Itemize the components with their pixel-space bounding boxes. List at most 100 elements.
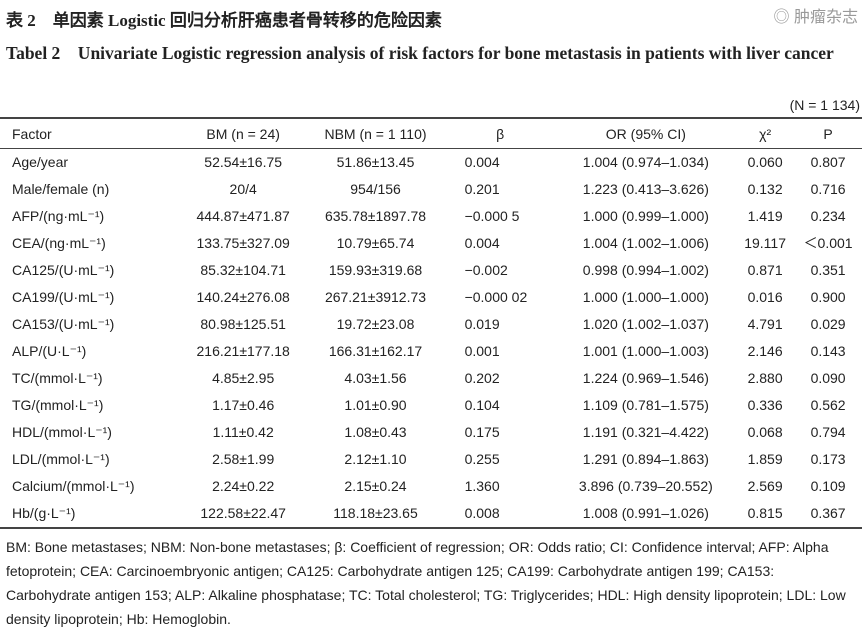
table-cell: 159.93±319.68 <box>328 262 423 278</box>
table-cell: Hb/(g·L⁻¹) <box>12 505 76 521</box>
table-cell: 0.060 <box>747 154 783 170</box>
column-header: P <box>823 125 833 142</box>
table-cell: 0.019 <box>464 316 500 332</box>
table-cell: 166.31±162.17 <box>328 343 423 359</box>
table-cell: 80.98±125.51 <box>200 316 286 332</box>
table-cell: 0.016 <box>747 289 783 305</box>
table-cell: 1.004 (1.002–1.006) <box>582 235 709 251</box>
table-cell: 20/4 <box>229 181 257 197</box>
table-cell: 133.75±327.09 <box>196 235 290 251</box>
column-header: β <box>496 125 505 142</box>
table-cell: 85.32±104.71 <box>200 262 286 278</box>
watermark-text: 肿瘤杂志 <box>793 9 858 26</box>
table-cell: 118.18±23.65 <box>333 505 418 521</box>
table-cell: 0.998 (0.994–1.002) <box>582 262 709 278</box>
results-table: Factor BM (n = 24) NBM (n = 1 110) β OR (95%… <box>0 117 862 529</box>
table-cell: 140.24±276.08 <box>196 289 290 305</box>
table-cell: 635.78±1897.78 <box>324 208 427 224</box>
table-cell: 1.291 (0.894–1.863) <box>582 451 709 467</box>
table-cell: 1.08±0.43 <box>344 424 407 440</box>
table-row: CA125/(U·mL⁻¹) 85.32±104.71 159.93±319.68 −… <box>0 257 862 284</box>
table-cell: 0.001 <box>464 343 500 359</box>
table-cell: 1.419 <box>747 208 783 224</box>
table-cell: 1.109 (0.781–1.575) <box>582 397 709 413</box>
table-cell: 1.000 (0.999–1.000) <box>582 208 709 224</box>
table-cell: 1.191 (0.321–4.422) <box>582 424 709 440</box>
table-cell: 0.008 <box>464 505 500 521</box>
table-cell: 4.85±2.95 <box>212 370 275 386</box>
table-cell: 122.58±22.47 <box>200 505 286 521</box>
table-cell: Male/female (n) <box>12 181 110 197</box>
table-cell: 267.21±3912.73 <box>324 289 427 305</box>
table-row: ALP/(U·L⁻¹) 216.21±177.18 166.31±162.17 0.0… <box>0 338 862 365</box>
header-row: Factor BM (n = 24) NBM (n = 1 110) β OR (95%… <box>0 118 862 149</box>
table-row: Calcium/(mmol·L⁻¹) 2.24±0.22 2.15±0.24 1.36… <box>0 473 862 500</box>
table-cell: 1.000 (1.000–1.000) <box>582 289 709 305</box>
table-cell: 0.815 <box>747 505 783 521</box>
table-row: TC/(mmol·L⁻¹) 4.85±2.95 4.03±1.56 0.202 1.22… <box>0 365 862 392</box>
table-cell: 1.008 (0.991–1.026) <box>582 505 709 521</box>
table-row: Age/year 52.54±16.75 51.86±13.45 0.004 1.004… <box>0 149 862 177</box>
table-cell: 2.12±1.10 <box>344 451 407 467</box>
table-cell: CA125/(U·mL⁻¹) <box>12 262 115 278</box>
table-cell: 0.255 <box>464 451 500 467</box>
table-cell: TC/(mmol·L⁻¹) <box>12 370 103 386</box>
table-cell: 3.896 (0.739–20.552) <box>578 478 713 494</box>
table-cell: 2.24±0.22 <box>212 478 275 494</box>
table-cell: 2.880 <box>747 370 783 386</box>
table-cell: 0.351 <box>810 262 846 278</box>
table-cell: 0.336 <box>747 397 783 413</box>
table-cell: AFP/(ng·mL⁻¹) <box>12 208 105 224</box>
table-cell: 0.004 <box>464 154 500 170</box>
table-cell: 216.21±177.18 <box>196 343 290 359</box>
table-cell: 0.143 <box>810 343 846 359</box>
table-cell: 2.15±0.24 <box>344 478 407 494</box>
table-cell: 0.871 <box>747 262 783 278</box>
table-cell: 0.029 <box>810 316 846 332</box>
table-cell: CA199/(U·mL⁻¹) <box>12 289 115 305</box>
column-header: OR (95% CI) <box>605 125 686 142</box>
footnote: BM: Bone metastases; NBM: Non-bone metas… <box>6 539 846 627</box>
table-cell: 0.132 <box>747 181 783 197</box>
table-cell: 1.223 (0.413–3.626) <box>582 181 709 197</box>
table-row: TG/(mmol·L⁻¹) 1.17±0.46 1.01±0.90 0.104 1.10… <box>0 392 862 419</box>
table-cell: 0.234 <box>810 208 846 224</box>
table-cell: TG/(mmol·L⁻¹) <box>12 397 104 413</box>
table-cell: 1.224 (0.969–1.546) <box>582 370 709 386</box>
table-cell: 0.562 <box>810 397 846 413</box>
table-cell: 954/156 <box>350 181 401 197</box>
table-cell: 10.79±65.74 <box>336 235 415 251</box>
table-cell: 2.58±1.99 <box>212 451 275 467</box>
table-cell: 0.173 <box>810 451 846 467</box>
table-cell: 19.72±23.08 <box>336 316 415 332</box>
table-cell: 0.367 <box>810 505 846 521</box>
table-cell: 0.202 <box>464 370 500 386</box>
table-cell: 0.201 <box>464 181 500 197</box>
table-cell: Calcium/(mmol·L⁻¹) <box>12 478 135 494</box>
table-cell: 2.569 <box>747 478 783 494</box>
column-header: χ² <box>759 125 772 142</box>
watermark-icon: ◎ <box>773 9 790 26</box>
table-cell: 1.004 (0.974–1.034) <box>582 154 709 170</box>
table-cell: 19.117 <box>744 235 786 251</box>
table-cell: 0.794 <box>810 424 846 440</box>
table-cell: 1.859 <box>747 451 783 467</box>
table-cell: CA153/(U·mL⁻¹) <box>12 316 115 332</box>
table-cell: 4.791 <box>747 316 783 332</box>
table-row: CEA/(ng·mL⁻¹) 133.75±327.09 10.79±65.74 0.0… <box>0 230 862 257</box>
table-cell: 0.068 <box>747 424 783 440</box>
table-row: HDL/(mmol·L⁻¹) 1.11±0.42 1.08±0.43 0.175 1.1… <box>0 419 862 446</box>
table-cell: 444.87±471.87 <box>196 208 290 224</box>
table-cell: 0.004 <box>464 235 500 251</box>
table-row: CA153/(U·mL⁻¹) 80.98±125.51 19.72±23.08 0.0… <box>0 311 862 338</box>
sample-size: (N = 1 134) <box>789 97 860 113</box>
table-cell: 4.03±1.56 <box>344 370 407 386</box>
table-row: Male/female (n) 20/4 954/156 0.201 1.223 (0.… <box>0 176 862 203</box>
table-row: AFP/(ng·mL⁻¹) 444.87±471.87 635.78±1897.78… <box>0 203 862 230</box>
table-cell: LDL/(mmol·L⁻¹) <box>12 451 110 467</box>
table-row: CA199/(U·mL⁻¹) 140.24±276.08 267.21±3912.7… <box>0 284 862 311</box>
column-header: Factor <box>12 125 52 142</box>
table-title-english: Tabel 2 Univariate Logistic regression a… <box>6 43 834 63</box>
table-row: Hb/(g·L⁻¹) 122.58±22.47 118.18±23.65 0.008 1… <box>0 500 862 528</box>
table-cell: 51.86±13.45 <box>336 154 415 170</box>
